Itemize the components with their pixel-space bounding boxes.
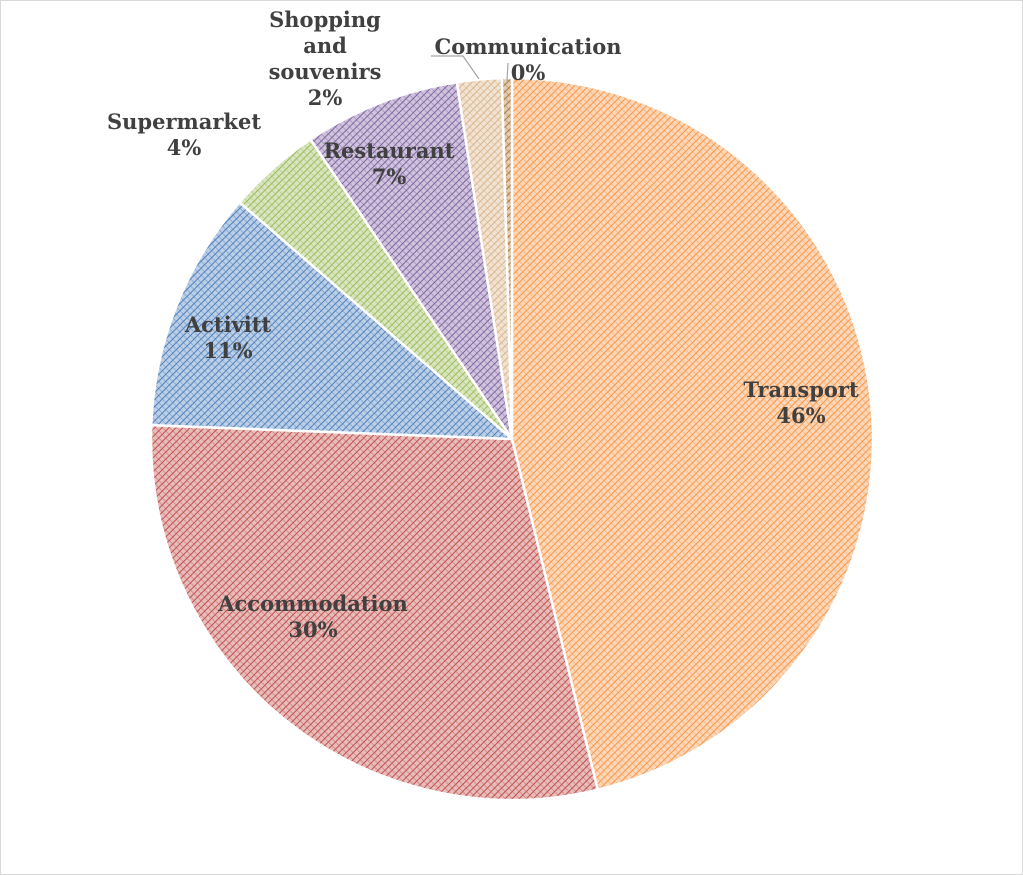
category-label-shopping-and-souvenirs: souvenirs: [269, 59, 382, 84]
data-label-restaurant: Restaurant 7%: [324, 138, 455, 189]
data-label-shopping-and-souvenirs: Shopping and souvenirs 2%: [269, 7, 382, 110]
category-label-transport: Transport: [743, 377, 859, 402]
pie-slice-restaurant: [309, 81, 514, 441]
data-label-transport: Transport 46%: [743, 377, 859, 428]
category-label-activitt: Activitt: [184, 312, 272, 337]
percent-label-shopping-and-souvenirs: 2%: [308, 85, 343, 110]
percent-label-communication: 0%: [511, 60, 546, 85]
category-label-communication: Communication: [434, 34, 621, 59]
category-label-supermarket: Supermarket: [107, 109, 261, 134]
data-label-accommodation: Accommodation 30%: [217, 591, 408, 642]
leader-line-shopping-and-souvenirs: [431, 55, 480, 80]
pie-slice-transport: [510, 76, 875, 791]
percent-label-transport: 46%: [776, 403, 825, 428]
percent-label-activitt: 11%: [203, 338, 252, 363]
data-label-activitt: Activitt 11%: [184, 312, 272, 363]
percent-label-accommodation: 30%: [288, 617, 337, 642]
pie-slice-activitt: [150, 201, 514, 441]
data-label-supermarket: Supermarket 4%: [107, 109, 261, 160]
category-label-shopping-and-souvenirs: and: [303, 33, 347, 58]
category-label-accommodation: Accommodation: [217, 591, 408, 616]
category-label-restaurant: Restaurant: [324, 138, 455, 163]
leader-line-communication: [506, 62, 509, 82]
pie-slice-accommodation: [149, 423, 599, 802]
percent-label-restaurant: 7%: [372, 164, 407, 189]
category-label-shopping-and-souvenirs: Shopping: [269, 7, 381, 32]
data-label-communication: Communication 0%: [434, 34, 621, 85]
percent-label-supermarket: 4%: [167, 135, 202, 160]
